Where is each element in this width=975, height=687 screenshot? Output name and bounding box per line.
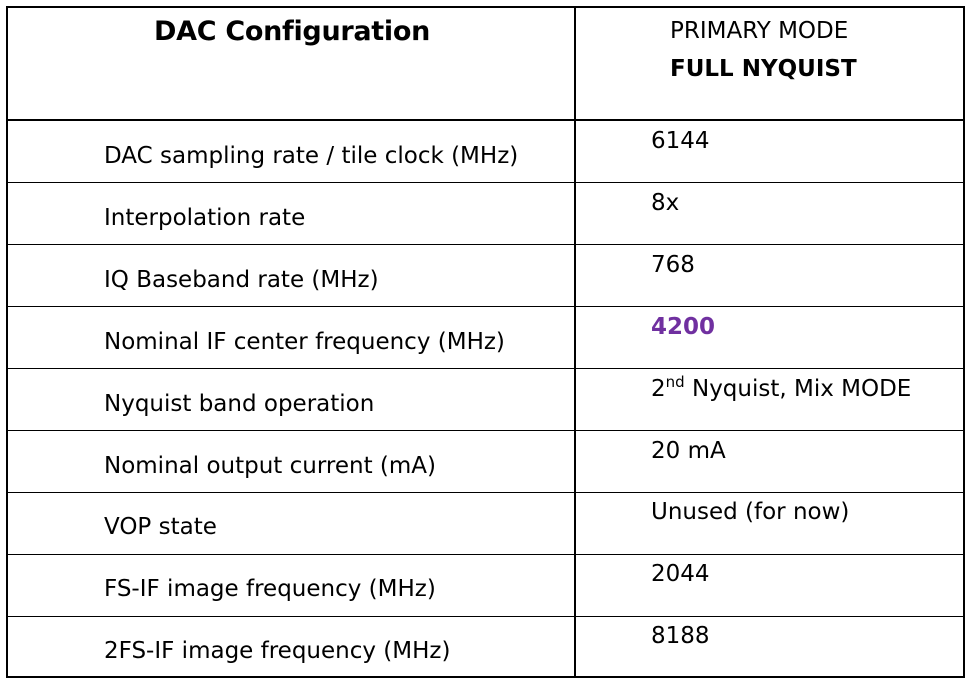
row-divider <box>8 430 963 431</box>
param-iq-baseband-rate: IQ Baseband rate (MHz) <box>104 267 379 293</box>
row-divider <box>8 492 963 493</box>
param-nyquist-band-operation: Nyquist band operation <box>104 391 375 417</box>
dac-configuration-table: DAC Configuration PRIMARY MODE FULL NYQU… <box>6 6 965 678</box>
nyquist-ordinal-suffix: nd <box>665 373 685 391</box>
row-divider <box>8 368 963 369</box>
param-interpolation-rate: Interpolation rate <box>104 205 306 231</box>
value-iq-baseband-rate: 768 <box>651 252 695 278</box>
value-2fs-if-image-frequency: 8188 <box>651 623 710 649</box>
column-divider <box>574 8 576 676</box>
value-vop-state: Unused (for now) <box>651 499 850 525</box>
row-divider <box>8 306 963 307</box>
nyquist-number: 2 <box>651 376 666 402</box>
value-nominal-if-center-frequency: 4200 <box>651 314 716 340</box>
mode-value: FULL NYQUIST <box>670 56 857 82</box>
param-nominal-output-current: Nominal output current (mA) <box>104 453 436 479</box>
value-nyquist-band-operation: 2nd Nyquist, Mix MODE <box>651 373 912 402</box>
row-divider <box>8 244 963 245</box>
param-2fs-if-image-frequency: 2FS-IF image frequency (MHz) <box>104 638 451 664</box>
param-nominal-if-center-frequency: Nominal IF center frequency (MHz) <box>104 329 505 355</box>
value-nominal-output-current: 20 mA <box>651 438 726 464</box>
value-interpolation-rate: 8x <box>651 190 680 216</box>
row-divider <box>8 616 963 617</box>
nyquist-mode-text: Nyquist, Mix MODE <box>684 376 912 402</box>
value-dac-sampling-rate: 6144 <box>651 128 710 154</box>
header-divider <box>8 119 963 121</box>
param-fs-if-image-frequency: FS-IF image frequency (MHz) <box>104 576 436 602</box>
param-vop-state: VOP state <box>104 514 217 540</box>
mode-label: PRIMARY MODE <box>670 18 849 44</box>
row-divider <box>8 182 963 183</box>
value-fs-if-image-frequency: 2044 <box>651 561 710 587</box>
row-divider <box>8 554 963 555</box>
param-dac-sampling-rate: DAC sampling rate / tile clock (MHz) <box>104 143 519 169</box>
table-title: DAC Configuration <box>154 16 431 47</box>
